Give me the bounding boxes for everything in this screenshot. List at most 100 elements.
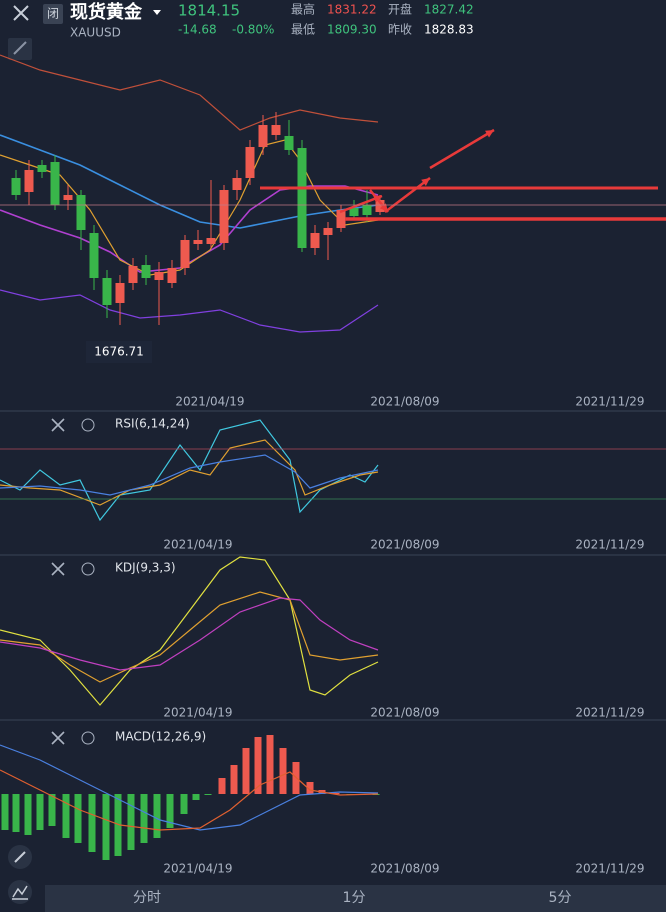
candle-body [375, 200, 385, 212]
tab[interactable]: 5分 [549, 890, 572, 906]
bollinger-mid [0, 134, 379, 229]
candle-body [245, 147, 255, 178]
kdj-d [0, 591, 379, 683]
arrow-head [379, 203, 388, 212]
candle-body [37, 165, 47, 172]
rsi-close[interactable] [51, 418, 65, 432]
rsi-settings[interactable] [81, 418, 95, 432]
macd-bar [12, 794, 20, 832]
open: 1827.42 [424, 3, 474, 17]
macd-bar [153, 794, 161, 838]
low-marker-box [86, 341, 152, 363]
status-badge [43, 4, 63, 24]
low: 1809.30 [327, 23, 377, 37]
candle-body [180, 240, 190, 268]
arrow-head [421, 178, 430, 187]
arrow-head [485, 130, 494, 138]
date-label: 2021/11/29 [575, 706, 644, 720]
change-pct: -0.80% [232, 23, 274, 37]
prev-close: 1828.83 [424, 23, 474, 37]
open-label: 开盘 [388, 2, 412, 17]
dropdown-icon[interactable] [153, 10, 161, 15]
macd-bar [88, 794, 96, 852]
macd-bar [204, 794, 212, 795]
candle-body [297, 148, 307, 248]
candle-body [154, 272, 164, 280]
date-label: 2021/04/19 [163, 538, 232, 552]
macd-bar [230, 765, 238, 794]
draw-tool-icon [13, 41, 27, 55]
bollinger-upper [0, 54, 379, 131]
macd-bar [1, 794, 9, 830]
kdj-k [0, 597, 379, 671]
date-label: 2021/08/09 [370, 395, 439, 409]
title[interactable]: 现货黄金 [70, 1, 143, 23]
macd-bar [279, 748, 287, 794]
tab-bar [45, 885, 666, 912]
date-label: 2021/08/09 [370, 706, 439, 720]
date-label: 2021/08/09 [370, 538, 439, 552]
indicator-icon [12, 885, 28, 900]
bollinger-lower [0, 289, 379, 333]
candle-body [271, 125, 281, 135]
macd-bar [36, 794, 44, 830]
tab[interactable]: 1分 [343, 890, 366, 906]
macd-bar [102, 794, 110, 860]
high: 1831.22 [327, 3, 377, 17]
candle-body [115, 283, 125, 303]
price: 1814.15 [178, 2, 240, 20]
date-label: 2021/04/19 [175, 395, 244, 409]
candle-body [167, 268, 177, 283]
macd-dea [0, 744, 379, 831]
low-label: 最低 [291, 23, 315, 37]
pen-icon [14, 851, 26, 863]
macd-bar [140, 794, 148, 843]
date-label: 2021/11/29 [575, 538, 644, 552]
rsi-24 [0, 454, 379, 496]
candle-body [193, 240, 203, 244]
macd-bar [48, 794, 56, 826]
tab[interactable]: 分时 [133, 890, 161, 906]
macd-diff [0, 769, 379, 831]
candle-body [63, 195, 73, 200]
kdj-close[interactable] [51, 562, 65, 576]
annotation-arrow [384, 177, 431, 213]
rsi-label: RSI(6,14,24) [115, 417, 190, 431]
macd-bar [24, 794, 32, 835]
macd-bar [332, 793, 340, 794]
macd-bar [254, 737, 262, 794]
macd-bar [180, 794, 188, 814]
candle-body [128, 266, 138, 283]
macd-settings[interactable] [81, 731, 95, 745]
macd-bar [74, 794, 82, 843]
close-button[interactable] [13, 5, 29, 21]
low-marker: 1676.71 [94, 345, 144, 359]
macd-bar [192, 794, 200, 800]
high-label: 最高 [291, 2, 315, 17]
candle-body [141, 265, 151, 278]
candle-body [11, 178, 21, 195]
macd-close[interactable] [51, 731, 65, 745]
kdj-label: KDJ(9,3,3) [115, 561, 176, 575]
status: 闭 [47, 7, 59, 21]
macd-label: MACD(12,26,9) [115, 730, 206, 744]
candle-body [336, 210, 346, 228]
macd-bar [306, 782, 314, 794]
candle-body [206, 238, 216, 244]
macd-bar [166, 794, 174, 828]
date-label: 2021/08/09 [370, 862, 439, 876]
annotation-arrow [429, 128, 495, 170]
candle-body [89, 233, 99, 278]
macd-bar [242, 748, 250, 794]
kdj-settings[interactable] [81, 562, 95, 576]
date-label: 2021/04/19 [163, 706, 232, 720]
candle-body [258, 125, 268, 147]
date-label: 2021/11/29 [575, 862, 644, 876]
macd-bar [114, 794, 122, 856]
candle-body [323, 228, 333, 235]
prev-close-label: 昨收 [388, 23, 412, 37]
change: -14.68 [178, 23, 217, 37]
